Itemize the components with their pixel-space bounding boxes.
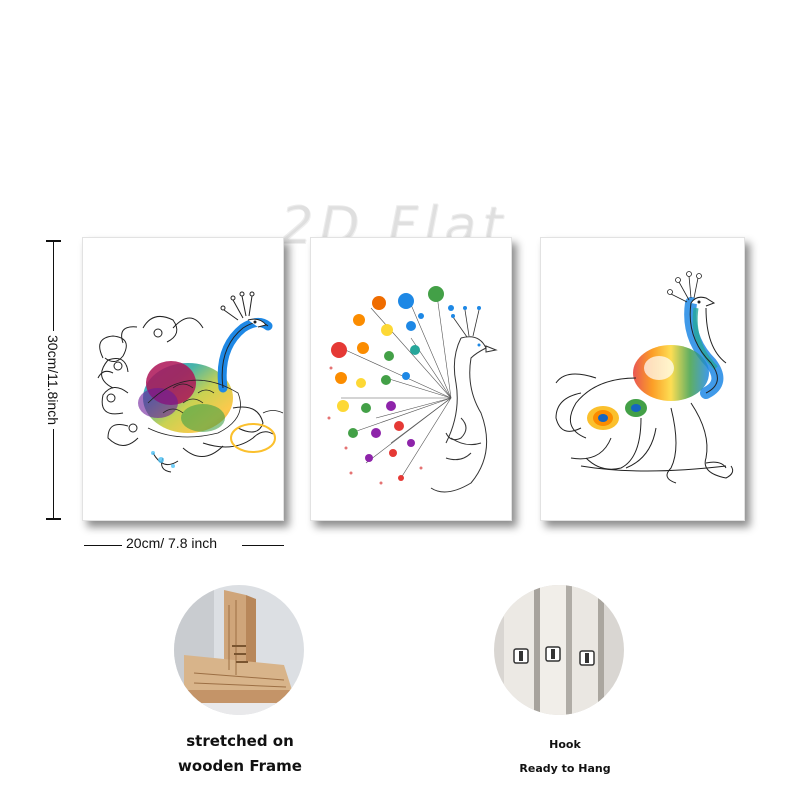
feature-frame-caption-line2: wooden Frame — [178, 757, 302, 775]
hooks-photo — [494, 585, 624, 715]
peacock-standing-illustration — [555, 271, 734, 484]
canvas-hooks-icon — [494, 585, 624, 715]
peacock-dots-illustration — [327, 286, 498, 493]
feature-hook-caption-line1: Hook — [549, 738, 581, 751]
wooden-frame-corner-icon — [174, 585, 304, 715]
painting-peacock-standing — [540, 237, 745, 521]
feature-hook-caption-line2: Ready to Hang — [519, 762, 611, 775]
peacock-side-illustration — [97, 291, 283, 473]
width-line-right — [242, 545, 284, 546]
painting-peacock-side — [82, 237, 284, 521]
feature-frame-caption-line1: stretched on — [186, 732, 294, 750]
height-label: 30cm/11.8inch — [45, 330, 61, 430]
width-label: 20cm/ 7.8 inch — [126, 535, 218, 551]
width-line-left — [84, 545, 122, 546]
painting-peacock-dots — [310, 237, 512, 521]
height-tick-bottom — [46, 518, 61, 520]
wooden-frame-photo — [174, 585, 304, 715]
